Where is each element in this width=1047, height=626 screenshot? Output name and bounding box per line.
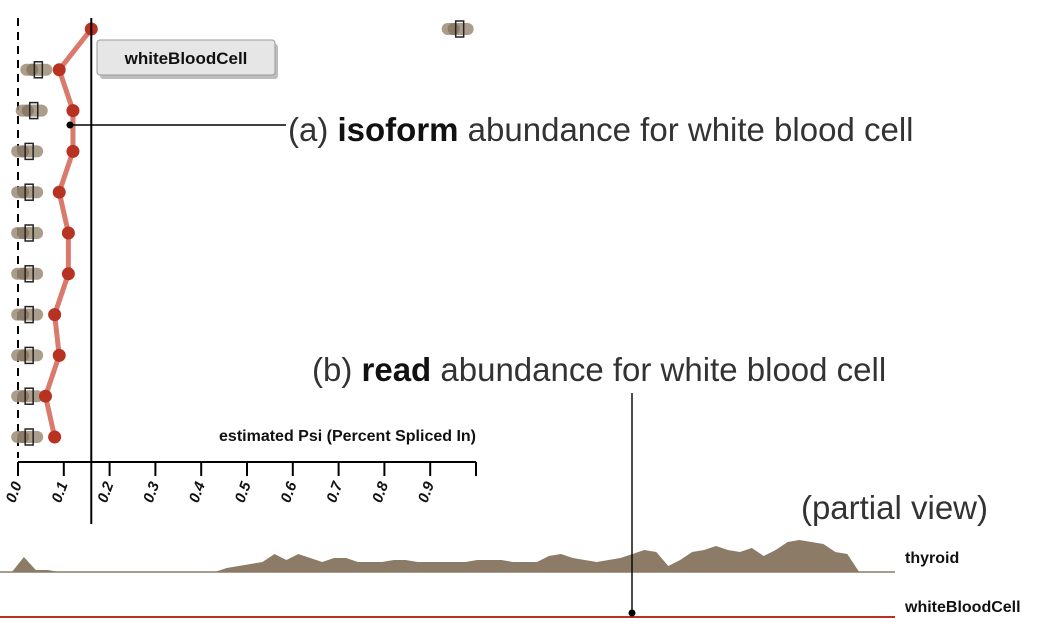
tissue-box-marker [441, 20, 474, 38]
annotation-b-prefix: (b) [312, 351, 362, 388]
psi-point [48, 430, 62, 444]
tissue-box-point [17, 431, 30, 443]
tissue-box-marker [11, 428, 44, 446]
tissue-box-point [17, 145, 30, 158]
psi-point [38, 389, 52, 403]
tissue-box-marker [11, 142, 44, 161]
psi-point [52, 63, 66, 77]
other-tissue-boxes [11, 20, 474, 446]
read-track-panel: thyroid whiteBloodCell [0, 393, 1021, 618]
x-tick-label: 0.2 [94, 479, 117, 505]
tissue-box-point [17, 267, 30, 280]
psi-point [48, 308, 62, 322]
tissue-box-whisker [24, 183, 34, 201]
x-tick-label: 0.4 [186, 479, 209, 505]
psi-point [61, 226, 75, 240]
tissue-box-point [17, 227, 30, 239]
tissue-box-whisker [24, 224, 34, 242]
annotation-b-bold: read [362, 351, 432, 388]
annotation-b-suffix: abundance for white blood cell [431, 351, 886, 388]
annotation-a-bold: isoform [338, 111, 459, 148]
tissue-box-whisker [24, 387, 34, 405]
tissue-box-marker [11, 183, 44, 201]
tissue-box-whisker [28, 101, 39, 120]
psi-point [52, 185, 66, 199]
tissue-box-point [17, 308, 30, 321]
x-tick-label: 0.0 [3, 479, 26, 505]
tissue-box-point [447, 23, 460, 35]
tissue-box-whisker [24, 305, 34, 324]
tissue-box-point [21, 104, 34, 117]
tissue-box-whisker [454, 20, 465, 38]
tissue-box-point [26, 63, 39, 76]
tissue-box-marker [11, 224, 44, 242]
partial-view-note: (partial view) [801, 489, 988, 526]
annotation-b-dot [628, 609, 636, 617]
tissue-box-whisker [24, 428, 34, 446]
tissue-box-whisker [24, 142, 34, 161]
psi-plot-panel: 0.0 0.1 0.2 0.3 0.4 0.5 0.6 0.7 0.8 0.9 estimated… [3, 18, 477, 524]
tissue-box-whisker [33, 61, 44, 79]
whitebloodcell-psi-points [38, 22, 98, 444]
tissue-box-point [17, 390, 30, 403]
x-tick-label: 0.8 [369, 479, 392, 505]
tissue-box-marker [11, 387, 44, 405]
tissue-box-point [17, 349, 30, 362]
x-tick-label: 0.9 [415, 479, 438, 505]
psi-point [66, 104, 80, 118]
x-tick-label: 0.6 [277, 479, 300, 505]
tissue-box-marker [11, 265, 44, 283]
annotation-a-dot [66, 121, 74, 129]
tissue-box-whisker [24, 265, 34, 283]
tissue-box-marker [11, 346, 44, 365]
x-tick-label: 0.3 [140, 479, 163, 505]
tissue-box-whisker [24, 346, 34, 365]
tissue-box-marker [15, 101, 48, 120]
tissue-box-marker [11, 305, 44, 324]
annotation-a-prefix: (a) [288, 111, 338, 148]
track-label-whitebloodcell: whiteBloodCell [904, 599, 1021, 616]
annotation-a-suffix: abundance for white blood cell [459, 111, 914, 148]
x-axis-title: estimated Psi (Percent Spliced In) [219, 428, 476, 445]
psi-point [52, 348, 66, 362]
thyroid-read-area [0, 540, 895, 572]
x-tick-label: 0.5 [232, 479, 255, 505]
psi-point [61, 267, 75, 281]
x-tick-label: 0.7 [323, 479, 346, 505]
track-label-thyroid: thyroid [905, 550, 959, 567]
tooltip-label: whiteBloodCell [124, 49, 248, 68]
tissue-box-point [17, 186, 30, 199]
tissue-box-marker [20, 61, 53, 79]
annotation-a-text: (a) isoform abundance for white blood ce… [288, 111, 914, 148]
psi-point [66, 144, 80, 158]
x-tick-label: 0.1 [48, 480, 71, 505]
tooltip: whiteBloodCell [96, 39, 278, 79]
annotation-b-text: (b) read abundance for white blood cell [312, 351, 886, 388]
x-axis-ticks: 0.0 0.1 0.2 0.3 0.4 0.5 0.6 0.7 0.8 0.9 [3, 462, 477, 505]
